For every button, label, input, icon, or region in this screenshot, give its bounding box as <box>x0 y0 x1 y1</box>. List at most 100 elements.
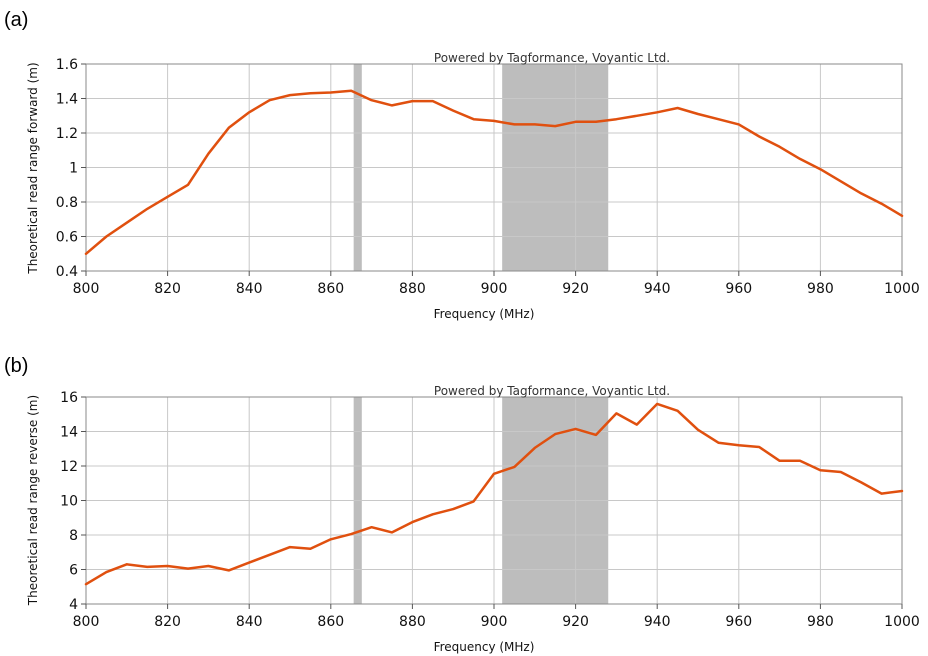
data-point <box>309 548 312 550</box>
x-tick-label: 900 <box>481 614 508 630</box>
data-point <box>166 565 169 567</box>
data-point <box>105 235 108 238</box>
x-tick-label: 960 <box>725 281 752 297</box>
data-point <box>330 91 332 94</box>
data-point <box>207 152 210 155</box>
data-point <box>432 100 434 102</box>
data-point <box>860 192 862 195</box>
y-tick-label: 6 <box>69 563 78 579</box>
data-point <box>391 104 393 107</box>
data-point <box>126 221 128 224</box>
watermark-a: Powered by Tagformance, Voyantic Ltd. <box>434 51 670 65</box>
data-point <box>268 99 271 102</box>
data-point <box>432 513 434 516</box>
y-axis-title-b: Theoretical read range reverse (m) <box>26 395 40 606</box>
data-point <box>758 135 760 138</box>
data-point <box>370 526 373 529</box>
x-tick-label: 1000 <box>884 281 920 297</box>
data-point <box>656 403 658 405</box>
data-point <box>880 202 883 205</box>
x-tick-label: 820 <box>154 281 181 297</box>
data-point <box>187 183 189 186</box>
y-ticks-a: 0.4 0.6 0.8 1 1.2 1.4 1.6 <box>56 57 86 280</box>
x-axis-title-b: Frequency (MHz) <box>434 640 535 654</box>
data-point <box>330 538 332 541</box>
data-point <box>717 118 720 120</box>
data-point <box>411 100 414 102</box>
data-point <box>778 460 781 462</box>
y-tick-label: 0.4 <box>56 264 78 280</box>
data-point <box>146 566 148 568</box>
data-point <box>513 466 516 468</box>
data-point <box>126 563 128 566</box>
data-point <box>391 531 393 534</box>
grid-a <box>85 63 903 272</box>
data-point <box>799 158 801 160</box>
grid-b <box>85 396 903 605</box>
x-tick-label: 820 <box>154 614 181 630</box>
data-point <box>350 533 353 535</box>
x-tick-label: 840 <box>236 281 263 297</box>
x-tick-label: 960 <box>725 614 752 630</box>
x-axis-title-a: Frequency (MHz) <box>434 307 535 321</box>
y-tick-label: 4 <box>69 597 78 613</box>
y-tick-label: 1.2 <box>56 126 78 142</box>
data-point <box>554 125 556 127</box>
x-tick-label: 940 <box>644 614 671 630</box>
series-line-a <box>84 89 904 256</box>
data-point <box>676 410 679 412</box>
data-point <box>860 481 862 484</box>
data-point <box>799 460 801 462</box>
data-point <box>472 500 475 503</box>
data-point <box>493 120 495 122</box>
data-point <box>656 111 658 114</box>
data-point <box>166 196 169 198</box>
data-point <box>880 492 883 495</box>
data-point <box>717 441 720 444</box>
y-tick-label: 1 <box>69 161 78 177</box>
data-point <box>452 508 455 510</box>
data-point <box>819 469 822 472</box>
y-tick-label: 1.6 <box>56 57 78 73</box>
data-point <box>452 109 455 112</box>
y-axis-title-a: Theoretical read range forward (m) <box>26 62 40 274</box>
data-point <box>738 123 740 126</box>
chart-a: (a) 0.4 0.6 0.8 1 1.2 1.4 1.6 800 820 840 860 880 9… <box>4 9 920 321</box>
data-point <box>758 446 760 448</box>
y-tick-label: 0.8 <box>56 195 78 211</box>
data-point <box>676 107 679 109</box>
data-point <box>85 252 87 255</box>
y-tick-label: 0.6 <box>56 230 78 246</box>
data-point <box>595 434 597 436</box>
y-tick-label: 12 <box>60 459 78 475</box>
data-point <box>248 111 250 114</box>
data-point <box>289 546 291 548</box>
data-point <box>574 120 577 123</box>
x-tick-label: 800 <box>73 281 100 297</box>
data-point <box>819 168 822 171</box>
x-tick-label: 900 <box>481 281 508 297</box>
data-point <box>697 113 699 115</box>
data-point <box>901 215 903 217</box>
data-point <box>228 127 230 129</box>
data-point <box>268 554 271 556</box>
data-point <box>309 92 312 95</box>
data-point <box>840 471 842 473</box>
y-tick-label: 14 <box>60 425 78 441</box>
x-tick-label: 920 <box>562 281 589 297</box>
data-point <box>146 208 148 210</box>
x-tick-label: 860 <box>317 614 344 630</box>
data-point <box>534 123 536 126</box>
data-point <box>615 412 618 415</box>
data-point <box>411 521 414 523</box>
x-tick-label: 1000 <box>884 614 920 630</box>
data-point <box>615 118 618 120</box>
y-ticks-b: 4 6 8 10 12 14 16 <box>60 390 86 613</box>
x-tick-label: 940 <box>644 281 671 297</box>
data-point <box>534 447 536 449</box>
y-tick-label: 16 <box>60 390 78 406</box>
data-point <box>350 89 353 92</box>
y-tick-label: 8 <box>69 528 78 544</box>
data-point <box>493 472 495 475</box>
